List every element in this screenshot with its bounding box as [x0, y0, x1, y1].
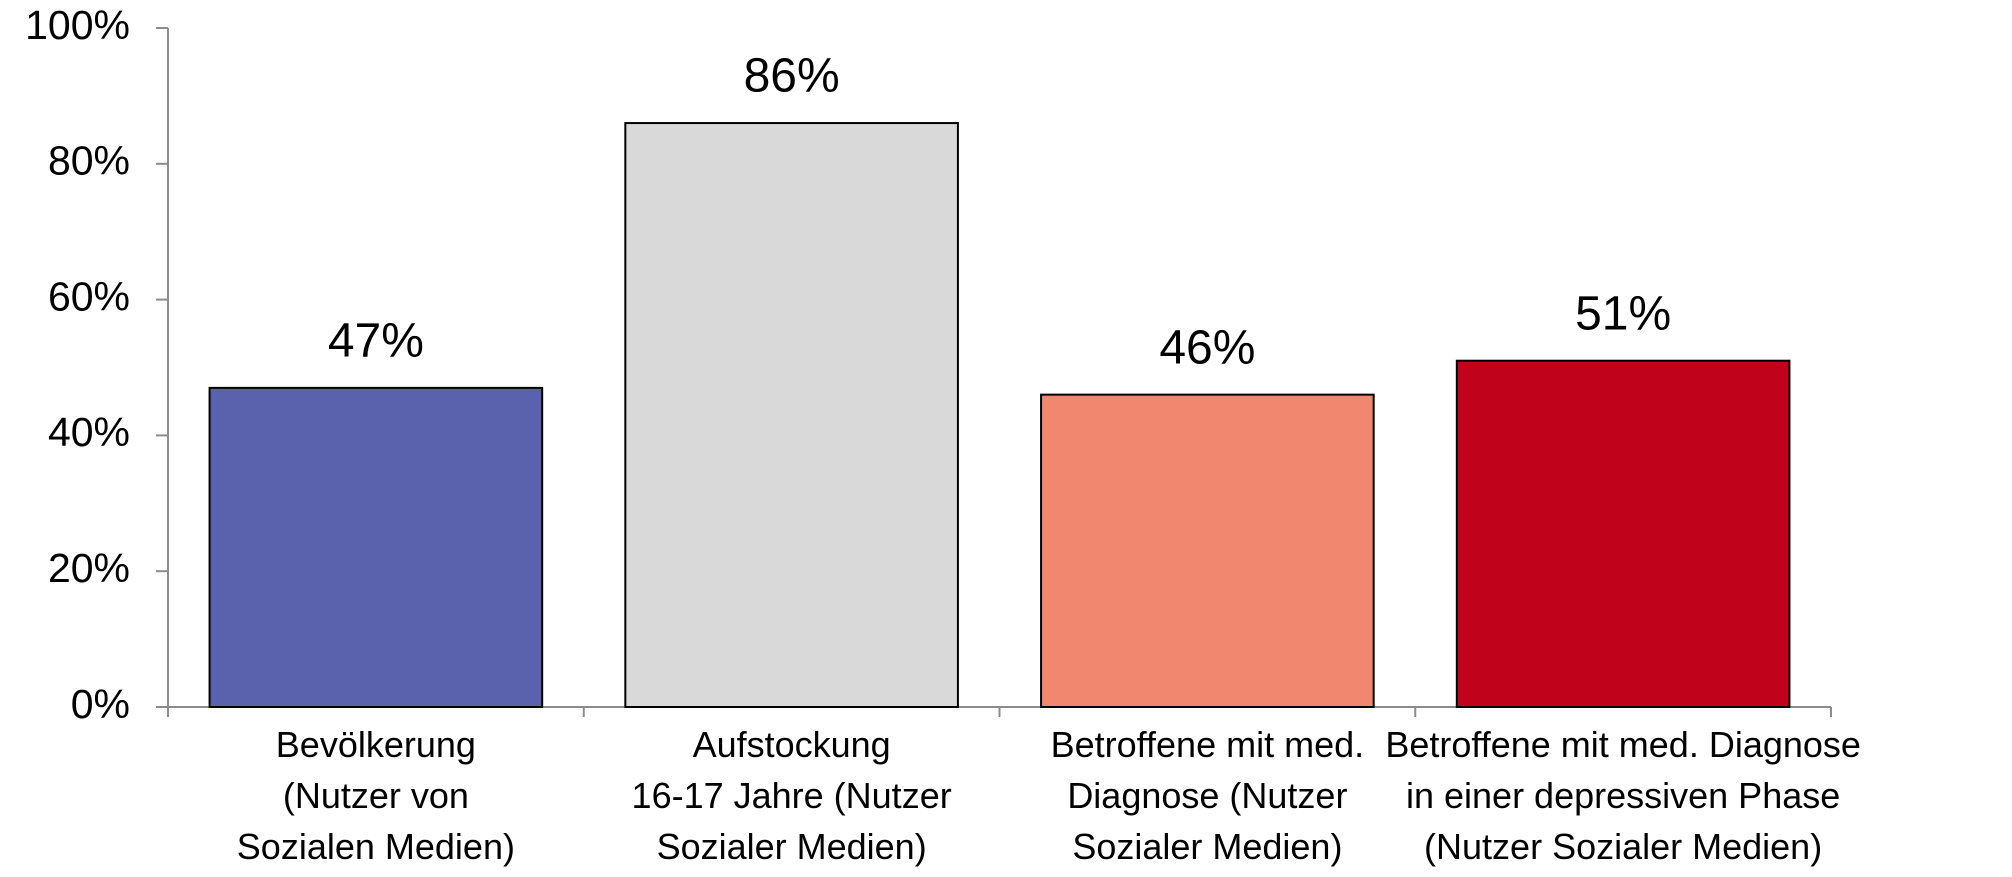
label-line: in einer depressiven Phase — [1406, 775, 1840, 816]
label-line: (Nutzer Sozialer Medien) — [1424, 826, 1822, 867]
label-line: Sozialer Medien) — [1072, 826, 1342, 867]
label-line: Sozialen Medien) — [237, 826, 515, 867]
label-line: Diagnose (Nutzer — [1067, 775, 1347, 816]
bar — [624, 122, 959, 708]
value-label: 47% — [328, 315, 424, 368]
x-tick-label: Bevölkerung (Nutzer von Sozialen Medien) — [237, 724, 515, 867]
y-tick-label: 20% — [48, 545, 130, 591]
value-label: 46% — [1159, 321, 1255, 374]
bar — [1455, 359, 1791, 708]
y-tick-label: 40% — [48, 409, 130, 455]
y-tick-label: 60% — [48, 273, 130, 319]
y-tick-label: 100% — [25, 2, 130, 48]
label-line: Sozialer Medien) — [657, 826, 927, 867]
label-line: Bevölkerung — [276, 724, 476, 765]
label-line: 16-17 Jahre (Nutzer — [632, 775, 952, 816]
bar — [208, 386, 544, 708]
value-label: 51% — [1575, 287, 1671, 340]
y-tick-label: 80% — [48, 138, 130, 184]
x-tick-label: Betroffene mit med. Diagnose in einer dep… — [1385, 724, 1861, 867]
x-tick-label: Aufstockung 16-17 Jahre (Nutzer Sozialer M… — [632, 724, 952, 867]
value-label: 86% — [744, 50, 840, 103]
label-line: Betroffene mit med. — [1051, 724, 1365, 765]
label-line: (Nutzer von — [283, 775, 469, 816]
x-tick-label: Betroffene mit med. Diagnose (Nutzer Sozia… — [1051, 724, 1365, 867]
label-line: Betroffene mit med. Diagnose — [1385, 724, 1861, 765]
label-line: Aufstockung — [693, 724, 891, 765]
bar — [1040, 393, 1375, 708]
y-tick-label: 0% — [71, 681, 130, 727]
